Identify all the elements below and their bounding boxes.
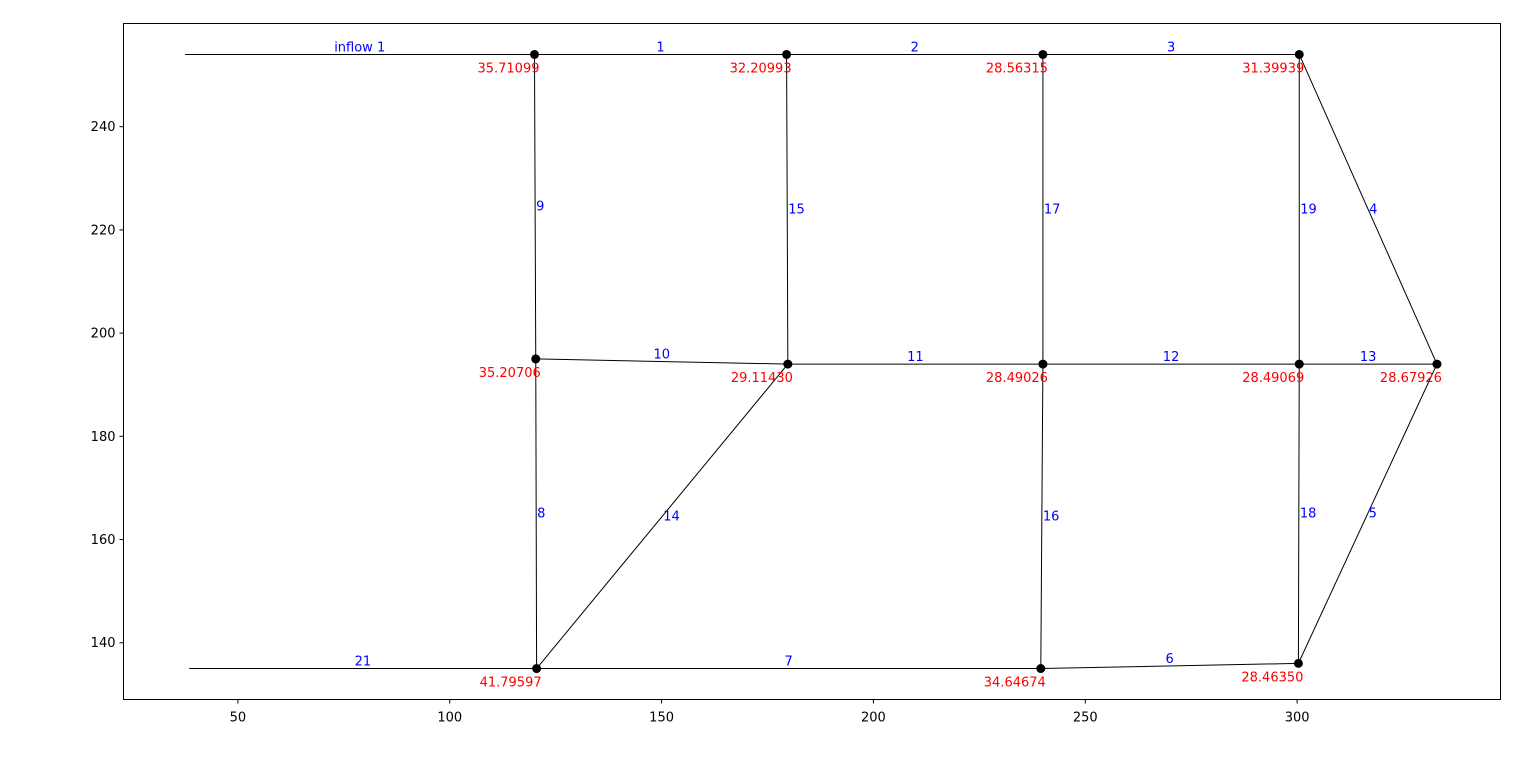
edge-label-10: 10 [654, 348, 671, 363]
edge-label-1: 1 [656, 40, 664, 55]
y-tick-label-160: 160 [91, 533, 116, 548]
x-tick-label-150: 150 [649, 711, 674, 726]
node-n3 [1038, 49, 1048, 59]
edge-label-19: 19 [1300, 202, 1317, 217]
edge-9 [533, 54, 537, 359]
node-n1 [529, 49, 539, 59]
node-n4 [1294, 49, 1304, 59]
node-value-n9: 28.67926 [1380, 371, 1442, 386]
edge-label-4: 4 [1369, 202, 1377, 217]
edge-5 [1297, 363, 1438, 664]
node-n10 [532, 664, 542, 674]
node-value-n3: 28.56315 [986, 61, 1048, 76]
node-value-n2: 32.20993 [730, 61, 792, 76]
node-n8 [1294, 359, 1304, 369]
edge-label-14: 14 [663, 509, 680, 524]
node-n5 [531, 354, 541, 364]
plot-area [123, 23, 1501, 700]
node-value-n7: 28.49026 [986, 371, 1048, 386]
edge-label-11: 11 [907, 350, 924, 365]
edge-8 [535, 358, 538, 669]
edge-label-8: 8 [537, 507, 545, 522]
x-tick-label-300: 300 [1285, 711, 1310, 726]
edge-label-5: 5 [1369, 507, 1377, 522]
node-value-n8: 28.49069 [1242, 371, 1304, 386]
inflow-edge-label-2: 21 [355, 655, 372, 670]
node-n12 [1293, 658, 1303, 668]
x-tick-label-100: 100 [437, 711, 462, 726]
edge-label-17: 17 [1044, 202, 1061, 217]
inflow-edge-label-1: inflow 1 [334, 40, 385, 55]
x-tick-label-50: 50 [230, 711, 247, 726]
edge-label-3: 3 [1167, 40, 1175, 55]
node-n9 [1432, 359, 1442, 369]
node-value-n12: 28.46350 [1241, 670, 1303, 685]
node-n2 [782, 49, 792, 59]
edge-label-18: 18 [1300, 507, 1317, 522]
node-value-n4: 31.39939 [1242, 61, 1304, 76]
nodes-layer [529, 49, 1442, 674]
edge-18 [1297, 364, 1300, 664]
edge-label-7: 7 [785, 655, 793, 670]
node-n11 [1036, 664, 1046, 674]
edge-label-2: 2 [911, 40, 919, 55]
axes-layer: 50 100 150 200 250 300 140 160 180 200 220 240 [91, 120, 1310, 725]
node-value-n10: 41.79597 [480, 676, 542, 691]
edge-label-13: 13 [1360, 350, 1377, 365]
node-value-n6: 29.11430 [731, 371, 793, 386]
node-n7 [1038, 359, 1048, 369]
node-value-n11: 34.64674 [984, 676, 1046, 691]
y-tick-label-180: 180 [91, 430, 116, 445]
y-tick-label-200: 200 [91, 327, 116, 342]
y-tick-label-240: 240 [91, 120, 116, 135]
edge-14 [536, 363, 789, 669]
edge-label-6: 6 [1165, 652, 1173, 667]
x-tick-label-250: 250 [1073, 711, 1098, 726]
edge-4 [1298, 54, 1438, 365]
y-tick-label-140: 140 [91, 636, 116, 651]
edge-15 [786, 54, 789, 365]
edge-label-12: 12 [1163, 350, 1180, 365]
node-value-n1: 35.71099 [477, 61, 539, 76]
edge-label-9: 9 [536, 200, 544, 215]
edge-10 [535, 358, 788, 365]
edges-layer [184, 53, 1438, 670]
edge-label-16: 16 [1043, 509, 1060, 524]
node-n6 [783, 359, 793, 369]
edge-16 [1040, 364, 1044, 669]
x-tick-label-200: 200 [861, 711, 886, 726]
edge-6 [1040, 662, 1299, 670]
node-value-n5: 35.20706 [479, 366, 541, 381]
edge-label-15: 15 [788, 202, 805, 217]
y-tick-label-220: 220 [91, 223, 116, 238]
